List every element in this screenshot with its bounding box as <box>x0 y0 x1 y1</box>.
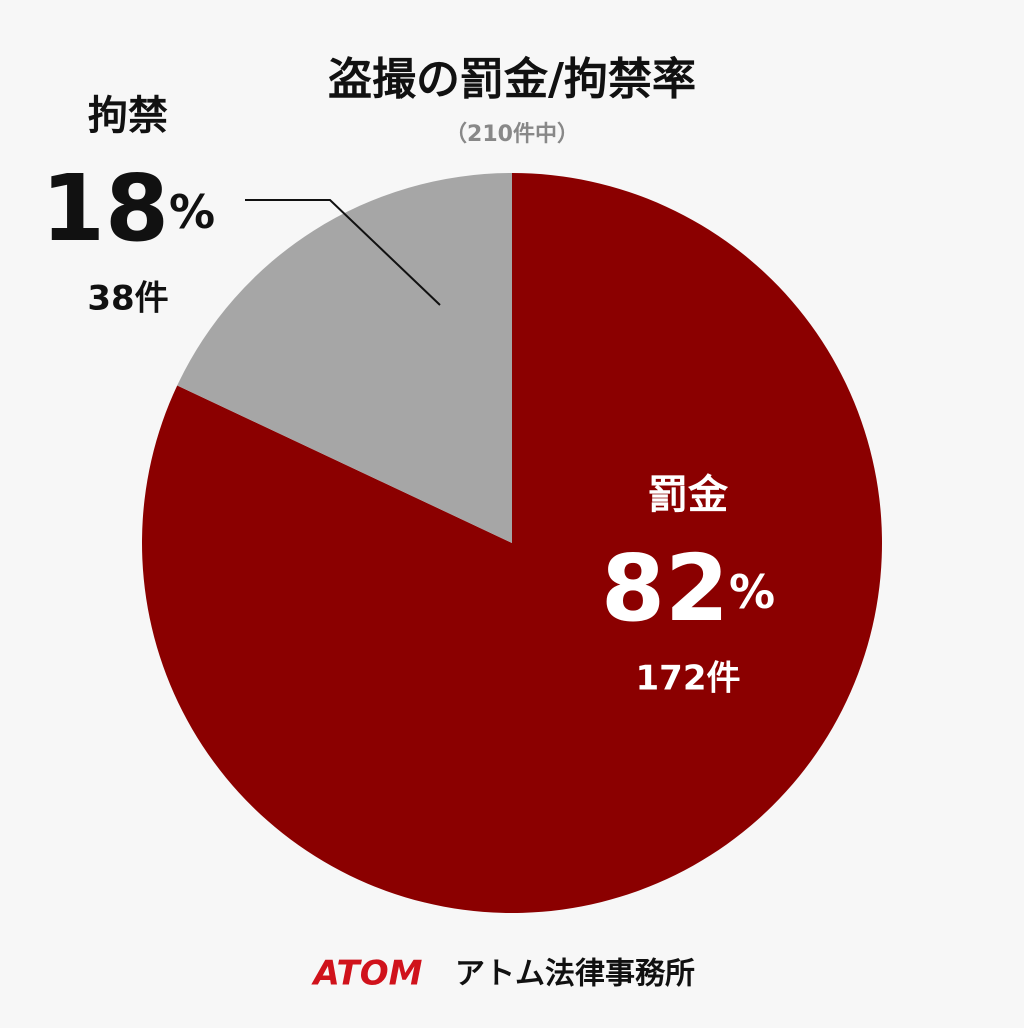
chart-subtitle: （210件中） <box>445 122 579 147</box>
chart-title: 盗撮の罰金/拘禁率 <box>328 54 696 105</box>
pie <box>141 173 882 913</box>
value-unit: % <box>169 185 215 239</box>
category-label: 罰金 <box>648 472 729 518</box>
leader-line <box>245 199 441 306</box>
category-label: 拘禁 <box>88 93 168 139</box>
footer-name: アトム法律事務所 <box>455 957 695 992</box>
value-number: 82 <box>601 535 729 642</box>
pie-slice <box>177 173 512 543</box>
footer-brand: ATOM <box>311 954 423 994</box>
value-label: 82% <box>601 535 775 642</box>
value-unit: % <box>729 565 775 619</box>
value-number: 18 <box>41 155 169 262</box>
count-label: 38件 <box>87 279 168 319</box>
count-label: 172件 <box>636 659 741 699</box>
value-label: 18% <box>41 155 215 262</box>
